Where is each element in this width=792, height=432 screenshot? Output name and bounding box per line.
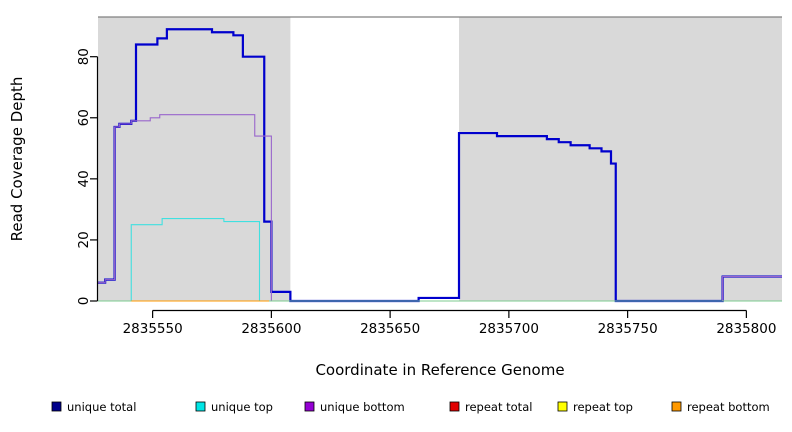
series-line-unique-bottom: [98, 114, 782, 302]
legend-group: unique total unique top unique bottom repea…: [51, 400, 770, 414]
x-tick-label-2835650: 2835650: [360, 321, 420, 337]
x-axis-title: Coordinate in Reference Genome: [315, 361, 564, 379]
y-tick-label-80: 80: [76, 48, 92, 65]
legend-label-unique-bottom: unique bottom: [320, 400, 405, 414]
legend-label-unique-total: unique total: [67, 400, 136, 414]
shaded-region-repeat-region-right: [459, 17, 782, 301]
legend-swatch-repeat-total: [449, 401, 460, 412]
x-tick-label-2835700: 2835700: [479, 321, 539, 337]
axes-group: 0 20 40 60 80 2835550 2835600 2835650 2835700 283…: [8, 48, 776, 379]
legend-label-repeat-total: repeat total: [465, 400, 532, 414]
legend-swatch-unique-total: [51, 401, 62, 412]
legend-swatch-repeat-bottom: [671, 401, 682, 412]
y-tick-label-40: 40: [76, 170, 92, 187]
shaded-region-repeat-region-left: [98, 17, 291, 301]
data-series-group: [98, 28, 782, 303]
y-tick-label-60: 60: [76, 109, 92, 126]
legend-label-repeat-bottom: repeat bottom: [687, 400, 770, 414]
legend-swatch-unique-bottom: [304, 401, 315, 412]
legend-swatch-unique-top: [195, 401, 206, 412]
x-tick-label-2835750: 2835750: [598, 321, 658, 337]
x-tick-label-2835800: 2835800: [716, 321, 776, 337]
legend-swatch-repeat-top: [557, 401, 568, 412]
x-tick-label-2835600: 2835600: [241, 321, 301, 337]
legend-label-unique-top: unique top: [211, 400, 273, 414]
legend-label-repeat-top: repeat top: [573, 400, 633, 414]
series-line-unique-top: [98, 218, 782, 302]
y-tick-label-20: 20: [76, 231, 92, 248]
y-tick-label-0: 0: [76, 297, 92, 306]
shaded-regions-group: [98, 17, 782, 301]
y-axis-title: Read Coverage Depth: [8, 77, 26, 242]
x-tick-label-2835550: 2835550: [123, 321, 183, 337]
